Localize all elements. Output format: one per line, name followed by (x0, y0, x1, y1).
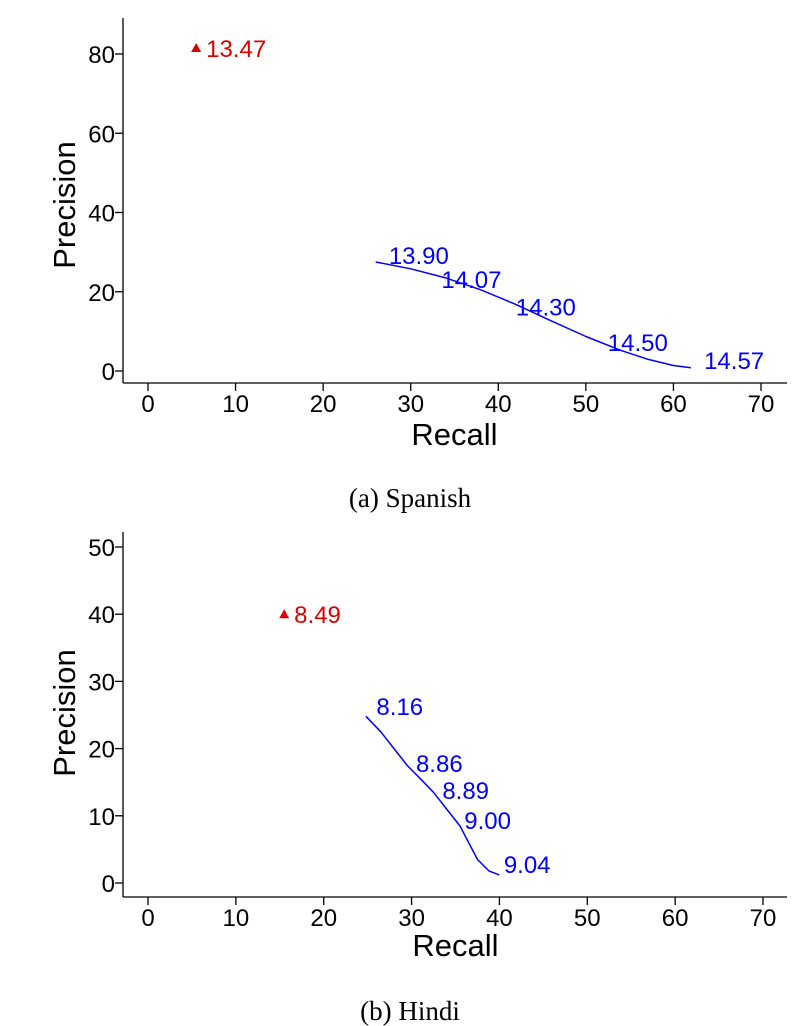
y-tick-label: 20 (88, 737, 115, 764)
figure-caption: (b) Hindi (360, 996, 460, 1026)
x-tick-label: 70 (750, 905, 777, 932)
series-line (375, 261, 691, 369)
line-value-label: 9.04 (504, 852, 551, 879)
x-axis-title: Recall (412, 928, 498, 963)
x-tick-label: 0 (141, 391, 154, 418)
y-tick-label: 0 (102, 359, 115, 386)
x-tick-label: 50 (573, 391, 600, 418)
point-value-label: 8.49 (294, 602, 341, 629)
y-tick-label: 50 (88, 535, 115, 562)
x-tick-label: 20 (310, 905, 337, 932)
y-axis-title: Precision (47, 141, 82, 269)
x-tick-label: 70 (748, 391, 775, 418)
line-value-label: 8.16 (376, 694, 423, 721)
series-line (365, 715, 500, 876)
y-axis-title: Precision (47, 649, 82, 777)
x-tick-label: 60 (662, 905, 689, 932)
triangle-point-marker (191, 43, 202, 53)
y-tick-label: 40 (88, 602, 115, 629)
line-value-label: 14.07 (441, 267, 501, 294)
x-tick-label: 20 (310, 391, 337, 418)
x-tick-label: 40 (486, 905, 513, 932)
y-tick-label: 60 (88, 121, 115, 148)
x-tick-label: 30 (397, 391, 424, 418)
x-tick-label: 10 (223, 905, 250, 932)
x-tick-label: 0 (141, 905, 154, 932)
x-tick-label: 60 (660, 391, 687, 418)
line-value-label: 14.50 (608, 330, 668, 357)
triangle-point-marker (279, 609, 290, 619)
line-value-label: 8.86 (416, 751, 463, 778)
line-value-label: 14.30 (516, 295, 576, 322)
y-tick-label: 40 (88, 201, 115, 228)
x-tick-label: 30 (398, 905, 425, 932)
line-value-label: 9.00 (464, 808, 511, 835)
line-value-label: 13.90 (389, 243, 449, 270)
figure-caption: (a) Spanish (349, 483, 472, 513)
chart-hindi: 0 10 20 30 40 50 60 70 0 10 20 30 40 50 Recall Precisio… (47, 532, 787, 1026)
x-axis-title: Recall (411, 417, 497, 452)
y-tick-label: 20 (88, 280, 115, 307)
y-tick-label: 10 (88, 804, 115, 831)
line-value-label: 8.89 (442, 778, 489, 805)
line-value-label: 14.57 (704, 348, 764, 375)
x-tick-label: 10 (222, 391, 249, 418)
x-tick-label: 40 (485, 391, 512, 418)
point-value-label: 13.47 (206, 36, 266, 63)
y-tick-label: 0 (102, 871, 115, 898)
chart-spanish: 0 10 20 30 40 50 60 70 0 20 40 60 80 Recall Precision 1… (47, 18, 787, 513)
y-tick-label: 80 (88, 42, 115, 69)
y-tick-label: 30 (88, 669, 115, 696)
x-tick-label: 50 (574, 905, 601, 932)
